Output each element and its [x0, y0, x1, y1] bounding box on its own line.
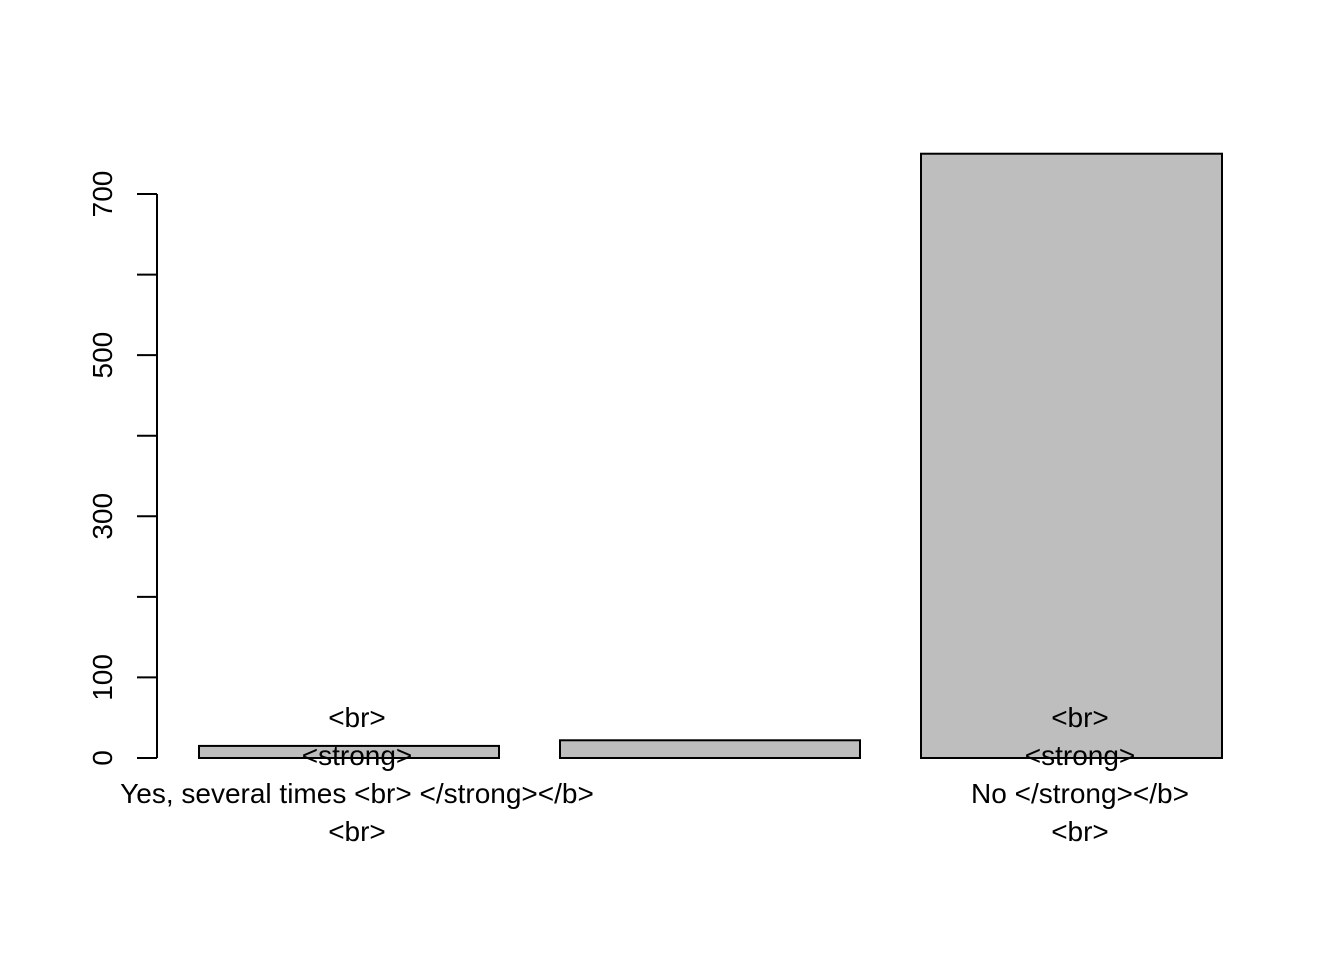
- category-label-line: No </strong></b>: [971, 778, 1189, 809]
- bar: [198, 744, 500, 760]
- category-label-line: <br>: [328, 702, 386, 733]
- bar: [920, 152, 1223, 759]
- category-label-line: <br>: [1051, 702, 1109, 733]
- y-tick-label: 300: [87, 493, 118, 540]
- y-axis: 0 100 300 500 700: [87, 171, 158, 766]
- category-label-line: <br>: [1051, 816, 1109, 847]
- y-tick-label: 0: [87, 750, 118, 766]
- bar: [559, 739, 861, 760]
- y-tick-label: 700: [87, 171, 118, 218]
- category-label-line: <strong>: [302, 740, 413, 771]
- bars: [198, 152, 1223, 760]
- category-label-line: Yes, several times <br> </strong></b>: [120, 778, 594, 809]
- y-tick-label: 100: [87, 654, 118, 701]
- category-labels: <br> <strong> Yes, several times <br> </st…: [120, 702, 1189, 847]
- category-label-line: <br>: [328, 816, 386, 847]
- category-label-line: <strong>: [1025, 740, 1136, 771]
- y-tick-label: 500: [87, 332, 118, 379]
